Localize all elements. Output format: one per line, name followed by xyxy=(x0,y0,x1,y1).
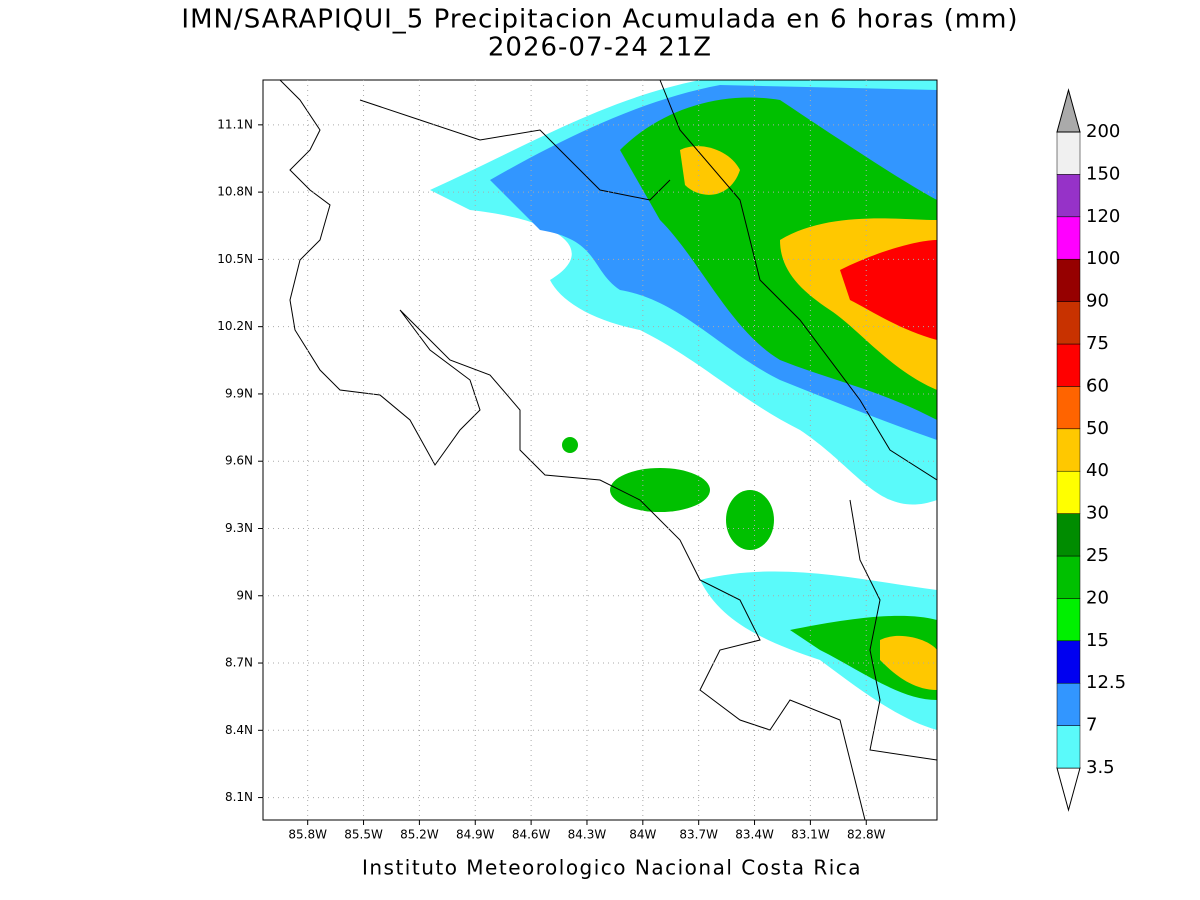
colorbar-label: 75 xyxy=(1086,333,1109,354)
y-tick-label: 8.7N xyxy=(225,656,253,670)
colorbar-label: 40 xyxy=(1086,460,1109,481)
colorbar-box xyxy=(1056,725,1081,769)
x-tick-label: 85.2W xyxy=(400,828,439,842)
colorbar-label: 20 xyxy=(1086,587,1109,608)
colorbar-label: 150 xyxy=(1086,163,1120,184)
colorbar-label: 3.5 xyxy=(1086,757,1115,778)
colorbar-label: 200 xyxy=(1086,121,1120,142)
y-tick-label: 9.9N xyxy=(225,386,253,400)
colorbar-box xyxy=(1056,258,1081,302)
map-frame xyxy=(262,79,938,821)
colorbar-arrow-high xyxy=(1056,88,1081,133)
colorbar-label: 100 xyxy=(1086,248,1120,269)
colorbar-box xyxy=(1056,301,1081,345)
x-tick-label: 83.1W xyxy=(791,828,830,842)
colorbar-label: 15 xyxy=(1086,630,1109,651)
subtitle: 2026-07-24 21Z xyxy=(488,33,712,63)
footer: Instituto Meteorologico Nacional Costa R… xyxy=(362,856,862,880)
x-tick-label: 85.8W xyxy=(288,828,327,842)
y-tick-label: 11.1N xyxy=(217,117,253,131)
y-tick-label: 10.8N xyxy=(217,185,253,199)
x-tick-label: 83.4W xyxy=(735,828,774,842)
colorbar-label: 12.5 xyxy=(1086,672,1126,693)
colorbar-box xyxy=(1056,174,1081,218)
x-tick-label: 82.8W xyxy=(847,828,886,842)
x-tick-label: 84W xyxy=(629,828,656,842)
y-tick-label: 9N xyxy=(236,588,253,602)
colorbar-box xyxy=(1056,640,1081,684)
colorbar-box xyxy=(1056,470,1081,514)
title: IMN/SARAPIQUI_5 Precipitacion Acumulada … xyxy=(181,5,1018,35)
colorbar-label: 50 xyxy=(1086,418,1109,439)
x-tick-label: 84.9W xyxy=(456,828,495,842)
colorbar-label: 30 xyxy=(1086,503,1109,524)
colorbar-box xyxy=(1056,555,1081,599)
y-tick-label: 9.6N xyxy=(225,454,253,468)
colorbar-box xyxy=(1056,513,1081,557)
y-tick-label: 10.2N xyxy=(217,319,253,333)
colorbar-label: 7 xyxy=(1086,715,1097,736)
colorbar-box xyxy=(1056,386,1081,430)
colorbar-box xyxy=(1056,216,1081,260)
colorbar-label: 120 xyxy=(1086,206,1120,227)
colorbar-arrow-low xyxy=(1056,767,1081,812)
x-tick-label: 84.3W xyxy=(568,828,607,842)
y-tick-label: 8.4N xyxy=(225,723,253,737)
y-tick-label: 9.3N xyxy=(225,521,253,535)
colorbar-box xyxy=(1056,598,1081,642)
x-tick-label: 85.5W xyxy=(344,828,383,842)
colorbar-box xyxy=(1056,682,1081,726)
x-tick-label: 83.7W xyxy=(679,828,718,842)
colorbar-box xyxy=(1056,131,1081,175)
colorbar-label: 60 xyxy=(1086,375,1109,396)
colorbar-label: 90 xyxy=(1086,291,1109,312)
y-tick-label: 10.5N xyxy=(217,252,253,266)
colorbar-label: 25 xyxy=(1086,545,1109,566)
y-tick-label: 8.1N xyxy=(225,790,253,804)
x-tick-label: 84.6W xyxy=(512,828,551,842)
colorbar-box xyxy=(1056,343,1081,387)
precipitation-field xyxy=(430,80,937,730)
colorbar-box xyxy=(1056,428,1081,472)
